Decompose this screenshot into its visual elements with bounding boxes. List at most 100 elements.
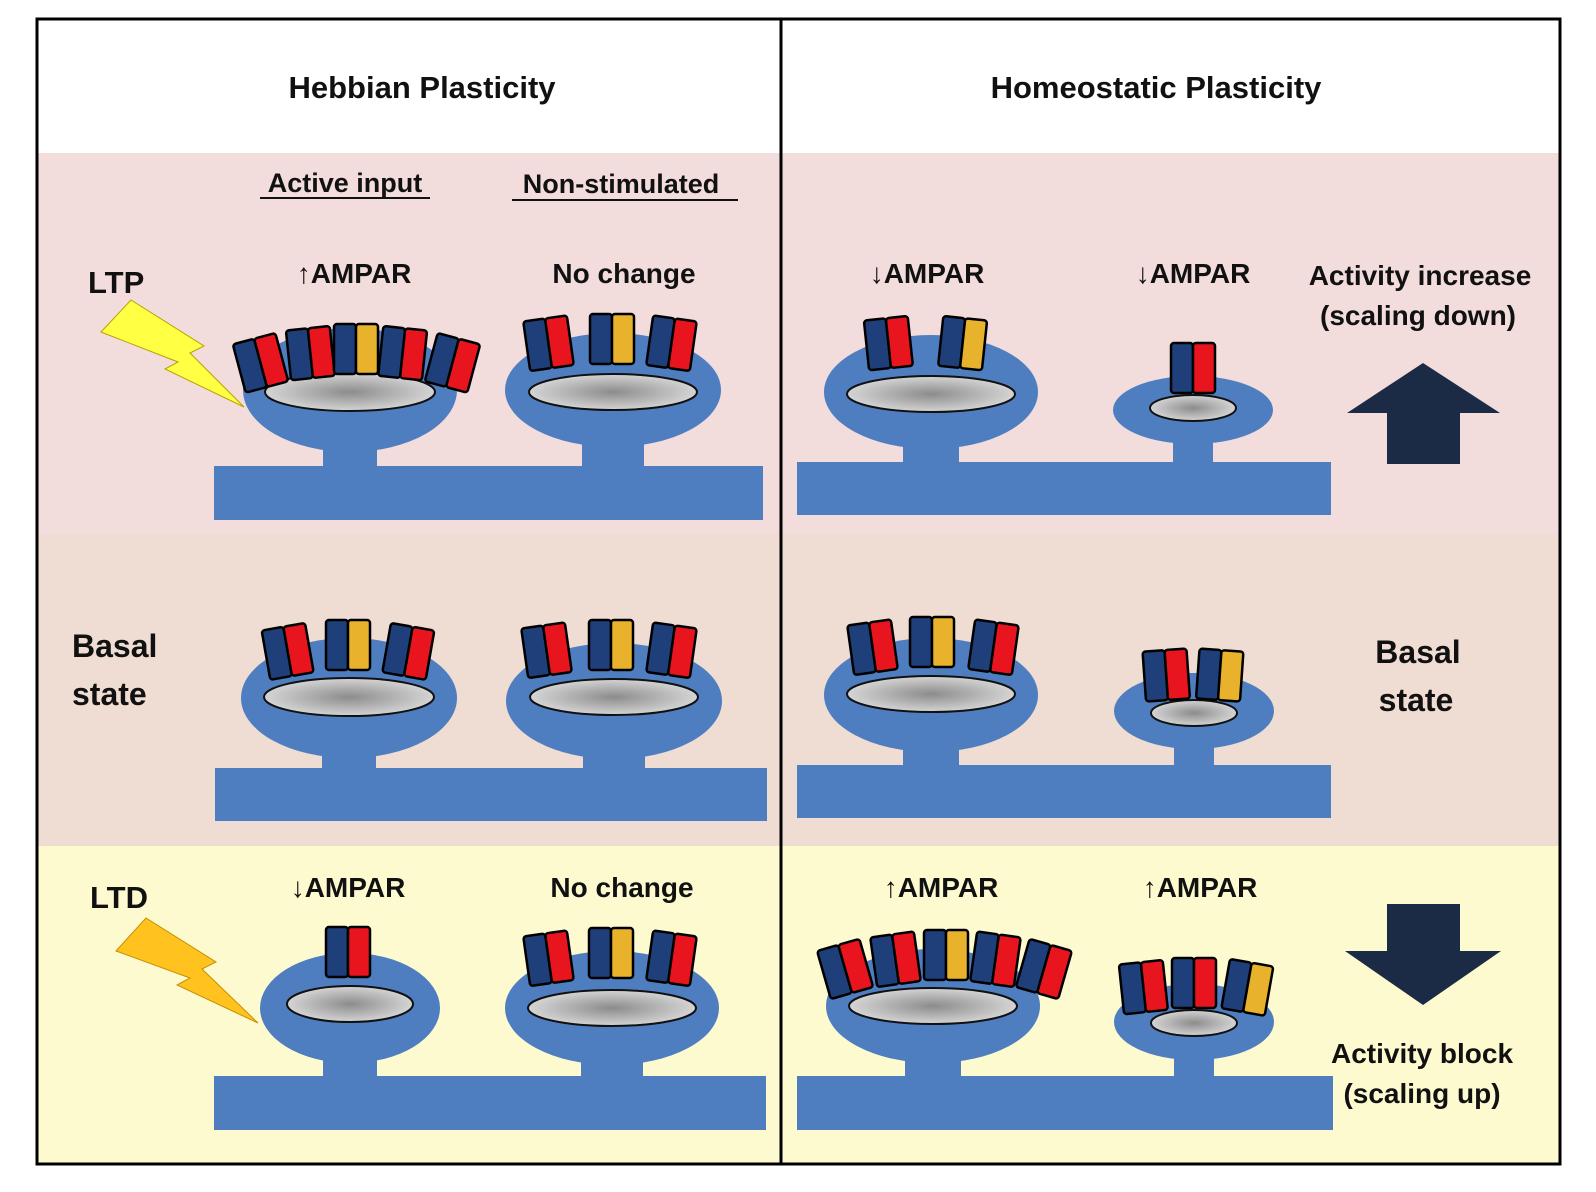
receptor-subunit-yellow [1242, 961, 1275, 1017]
receptor-subunit-red [403, 625, 436, 681]
receptor-subunit-red [891, 930, 922, 985]
ampar-receptor [937, 315, 989, 372]
receptor-subunit-yellow [610, 312, 636, 366]
ampar-receptor [862, 315, 914, 372]
ampar-receptor [324, 618, 372, 672]
ltp-side-line2: (scaling down) [1320, 300, 1516, 331]
ltd-lightning-icon [115, 917, 259, 1024]
ampar-receptor [377, 325, 429, 382]
ampar-receptor [645, 314, 698, 372]
receptor-subunit-blue [587, 618, 613, 672]
receptor-subunit-blue [908, 615, 934, 669]
receptor-subunit-red [1163, 647, 1191, 702]
ampar-receptor [645, 621, 698, 679]
receptor-subunit-red [445, 338, 481, 394]
ampar-receptor [232, 332, 289, 394]
receptor-subunit-red [399, 327, 429, 382]
receptor-subunit-blue [588, 312, 614, 366]
ltd-heb-active-label: ↓AMPAR [291, 872, 406, 903]
basal-label-line1: Basal [72, 628, 157, 664]
receptor-subunit-red [544, 314, 575, 369]
ampar-receptor [816, 938, 874, 1000]
ampar-receptor [522, 929, 575, 987]
receptor-subunit-blue [324, 618, 350, 672]
psd-disk [528, 373, 698, 411]
ampar-receptor [967, 618, 1020, 676]
ltp-heb-active-label: ↑AMPAR [297, 258, 412, 289]
ampar-receptor [587, 618, 635, 672]
receptor-subunit-blue [1170, 956, 1196, 1010]
ampar-receptor [846, 618, 899, 676]
receptor-subunit-red [1191, 341, 1217, 395]
ampar-receptor [922, 928, 970, 982]
ampar-receptor [284, 325, 336, 382]
dendrite-shaft [215, 768, 767, 821]
ampar-receptor [587, 926, 635, 980]
receptor-shapes [232, 312, 1275, 1017]
dendrite-shaft [214, 466, 763, 520]
basal-right-line2: state [1379, 682, 1454, 718]
psd-disk [1150, 1009, 1238, 1037]
receptor-subunit-yellow [609, 618, 635, 672]
basal-label-line2: state [72, 676, 147, 712]
ltp-lightning-icon [100, 299, 245, 408]
ampar-receptor [645, 929, 698, 987]
psd-disk [527, 989, 697, 1027]
ampar-receptor [520, 621, 573, 679]
receptor-subunit-yellow [959, 317, 989, 372]
receptor-subunit-yellow [944, 928, 970, 982]
receptor-subunit-red [868, 618, 899, 673]
psd-disk [263, 677, 435, 717]
receptor-subunit-red [544, 929, 575, 984]
receptor-subunit-yellow [609, 926, 635, 980]
homeostatic-title: Homeostatic Plasticity [991, 70, 1323, 105]
receptor-subunit-red [884, 315, 914, 369]
down-arrow-icon [1345, 904, 1501, 1005]
ltp-hom-left-label: ↓AMPAR [870, 258, 985, 289]
ltp-heb-nonstim-label: No change [552, 258, 695, 289]
ltd-side-line1: Activity block [1331, 1038, 1513, 1069]
receptor-subunit-red [1036, 944, 1073, 1000]
receptor-subunit-yellow [346, 618, 372, 672]
ltd-heb-nonstim-label: No change [550, 872, 693, 903]
receptor-subunit-red [837, 938, 874, 994]
receptor-subunit-yellow [1216, 649, 1245, 703]
ltd-label: LTD [90, 880, 148, 915]
ampar-receptor [908, 615, 956, 669]
psd-disk [1150, 699, 1238, 727]
receptor-subunit-red [667, 317, 698, 372]
receptor-subunit-red [1192, 956, 1218, 1010]
ampar-receptor [381, 622, 436, 681]
ampar-receptor [260, 622, 315, 681]
dendrite-shaft [214, 1076, 766, 1130]
basal-right-line1: Basal [1375, 634, 1460, 670]
ampar-receptor [869, 930, 922, 988]
ampar-receptor [424, 332, 481, 394]
ltd-hom-left-label: ↑AMPAR [884, 872, 999, 903]
receptor-subunit-red [991, 933, 1022, 988]
receptor-subunit-red [282, 622, 315, 677]
ampar-receptor [1015, 938, 1073, 1000]
receptor-subunit-red [667, 932, 698, 987]
psd-disk [846, 675, 1016, 713]
receptor-subunit-blue [332, 322, 358, 376]
ampar-receptor [1195, 647, 1245, 703]
receptor-subunit-yellow [930, 615, 956, 669]
psd-disk [846, 375, 1016, 413]
non-stimulated-header: Non-stimulated [523, 169, 720, 199]
ampar-receptor [1170, 956, 1218, 1010]
outer-frame [35, 17, 1562, 1166]
ampar-receptor [1220, 958, 1275, 1017]
receptor-subunit-red [989, 621, 1020, 676]
receptor-subunit-red [667, 624, 698, 679]
receptor-subunit-red [1139, 959, 1169, 1013]
dendrite-shaft [797, 1076, 1333, 1130]
ampar-receptor [969, 930, 1022, 988]
ltd-side-line2: (scaling up) [1343, 1078, 1500, 1109]
ltp-label: LTP [88, 265, 144, 300]
dendrite-shaft [797, 462, 1331, 515]
receptor-subunit-red [306, 325, 336, 379]
up-arrow-icon [1347, 363, 1500, 464]
receptor-subunit-blue [922, 928, 948, 982]
